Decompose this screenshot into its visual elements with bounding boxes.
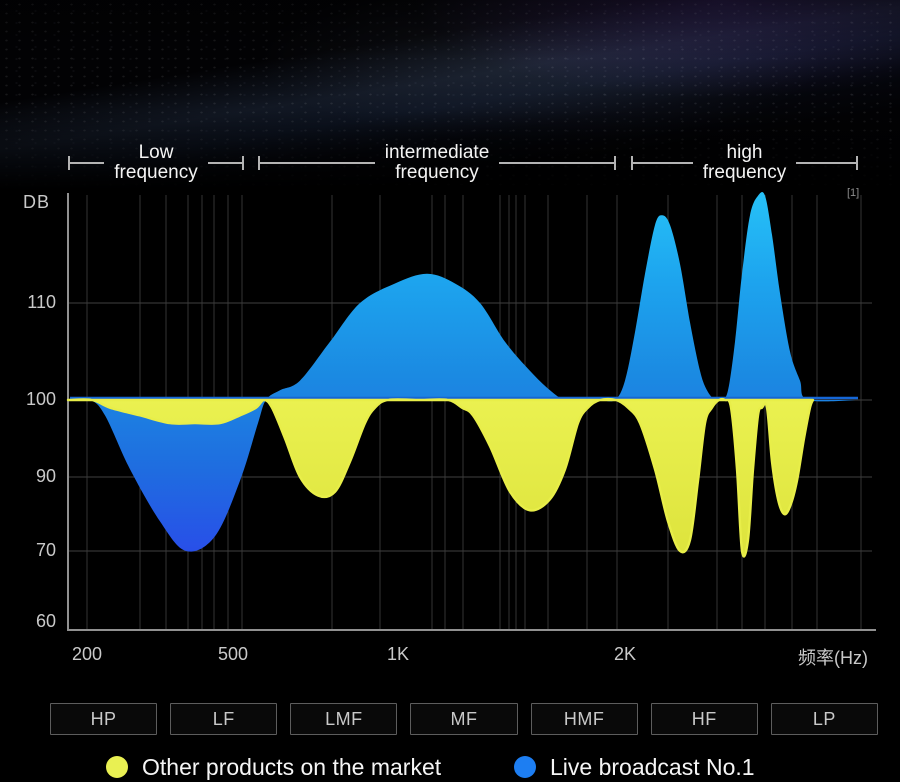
y-axis-tick-label: 60 <box>35 611 56 631</box>
y-axis-title: DB <box>22 192 50 212</box>
bracket-line <box>633 162 693 164</box>
footnote-marker: [1] <box>847 187 860 199</box>
eq-band-button-hf[interactable]: HF <box>650 703 758 735</box>
legend-item: Live broadcast No.1 <box>514 752 755 782</box>
eq-band-button-row: HP LF LMF MF HMF HF LP <box>50 703 878 735</box>
frequency-region-bracket: Low frequency <box>68 142 245 184</box>
legend-dot <box>106 756 128 778</box>
frequency-region-label: intermediate frequency <box>384 142 490 183</box>
eq-band-button-lmf[interactable]: LMF <box>290 703 398 735</box>
legend-item: Other products on the market <box>106 752 441 782</box>
y-axis-tick-label: 100 <box>25 389 56 409</box>
bracket-line <box>207 162 243 164</box>
x-axis-tick-label: 500 <box>217 644 249 664</box>
bracket-line <box>260 162 375 164</box>
bracket-line <box>499 162 614 164</box>
concert-photo-background <box>0 0 900 198</box>
eq-band-button-lp[interactable]: LP <box>770 703 878 735</box>
y-axis-tick-label: 110 <box>27 292 56 312</box>
bracket-tick <box>614 156 616 170</box>
eq-band-button-hp[interactable]: HP <box>50 703 158 735</box>
y-axis-tick-label: 70 <box>35 540 56 560</box>
frequency-region-label: high frequency <box>702 142 787 183</box>
bracket-tick <box>68 156 70 170</box>
eq-band-button-hmf[interactable]: HMF <box>530 703 638 735</box>
eq-band-button-lf[interactable]: LF <box>170 703 278 735</box>
x-axis-tick-label: 1K <box>386 644 410 664</box>
bracket-tick <box>242 156 245 170</box>
x-axis-tick-label: 频率(Hz) <box>798 648 868 668</box>
y-axis-tick-label: 90 <box>35 466 56 486</box>
photo-fade-overlay <box>0 0 900 198</box>
eq-band-button-mf[interactable]: MF <box>410 703 518 735</box>
frequency-region-bracket: intermediate frequency <box>258 142 616 184</box>
bracket-tick <box>631 156 633 170</box>
chart-legend: Other products on the market Live broadca… <box>0 752 900 782</box>
bracket-line <box>796 162 857 164</box>
frequency-region-label: Low frequency <box>114 142 198 183</box>
legend-label: Live broadcast No.1 <box>550 753 755 780</box>
bracket-tick <box>856 156 859 170</box>
bracket-line <box>70 162 105 164</box>
x-axis-tick-label: 2K <box>613 644 637 664</box>
frequency-region-bracket: high frequency <box>631 142 859 184</box>
legend-label: Other products on the market <box>142 753 442 780</box>
x-axis-tick-label: 200 <box>71 644 103 664</box>
legend-dot <box>514 756 536 778</box>
bracket-tick <box>258 156 260 170</box>
